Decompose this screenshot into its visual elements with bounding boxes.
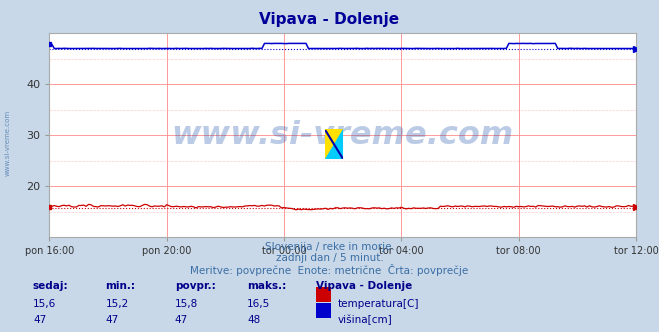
Text: Vipava - Dolenje: Vipava - Dolenje [260,12,399,27]
Text: 48: 48 [247,315,260,325]
Text: 47: 47 [105,315,119,325]
Text: temperatura[C]: temperatura[C] [337,299,419,309]
Polygon shape [325,129,343,159]
Text: Slovenija / reke in morje.: Slovenija / reke in morje. [264,242,395,252]
Text: 15,2: 15,2 [105,299,129,309]
Text: maks.:: maks.: [247,281,287,290]
Text: zadnji dan / 5 minut.: zadnji dan / 5 minut. [275,253,384,263]
Text: Meritve: povprečne  Enote: metrične  Črta: povprečje: Meritve: povprečne Enote: metrične Črta:… [190,264,469,276]
Text: višina[cm]: višina[cm] [337,315,392,325]
Text: 15,6: 15,6 [33,299,56,309]
Text: www.si-vreme.com: www.si-vreme.com [5,110,11,176]
Text: min.:: min.: [105,281,136,290]
Text: Vipava - Dolenje: Vipava - Dolenje [316,281,413,290]
Text: 15,8: 15,8 [175,299,198,309]
Text: www.si-vreme.com: www.si-vreme.com [171,120,514,151]
Text: sedaj:: sedaj: [33,281,69,290]
Text: povpr.:: povpr.: [175,281,215,290]
Text: 47: 47 [33,315,46,325]
Text: 47: 47 [175,315,188,325]
Polygon shape [325,129,343,159]
Text: 16,5: 16,5 [247,299,270,309]
